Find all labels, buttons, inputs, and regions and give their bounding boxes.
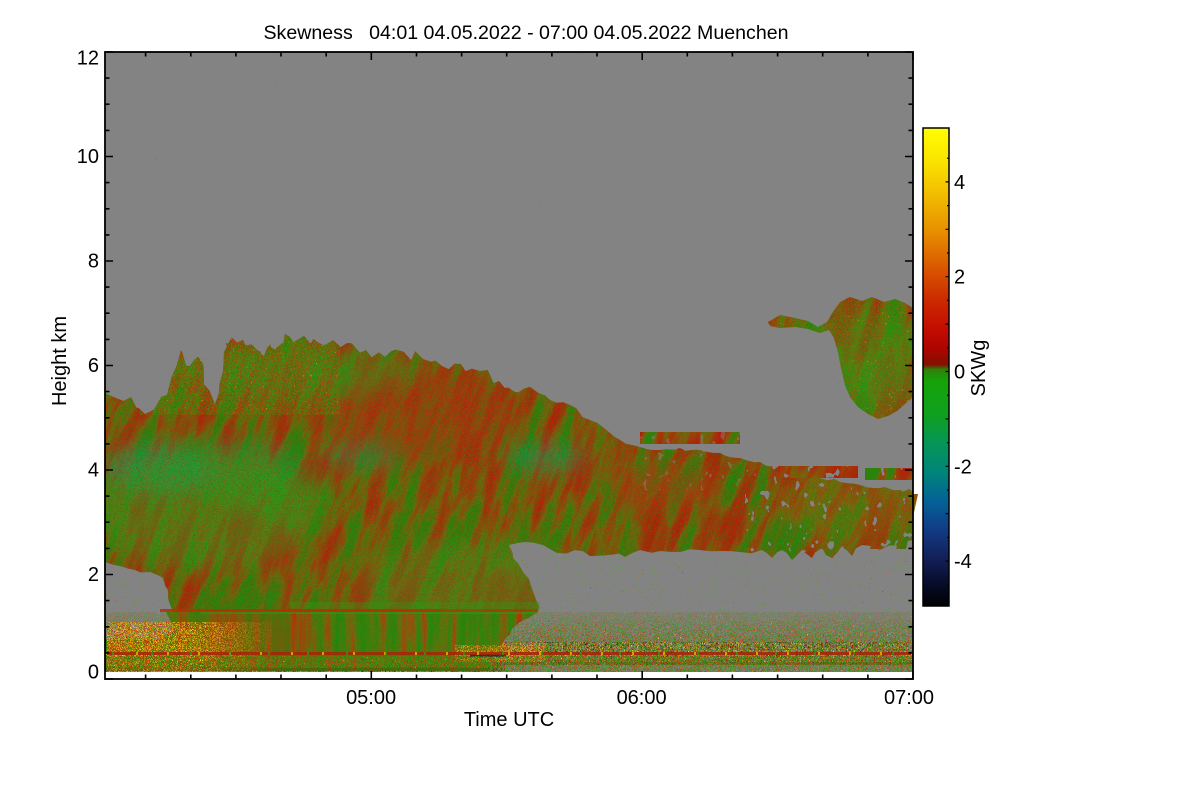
svg-text:Skewness 04:01 04.05.2022 -: Skewness 04:01 04.05.2022 - 07:00 04.05.… bbox=[263, 22, 788, 44]
svg-text:8: 8 bbox=[88, 251, 99, 273]
svg-text:-4: -4 bbox=[954, 551, 972, 573]
svg-text:12: 12 bbox=[77, 48, 99, 70]
svg-text:07:00: 07:00 bbox=[884, 687, 934, 709]
svg-text:4: 4 bbox=[954, 172, 965, 194]
svg-text:6: 6 bbox=[88, 355, 99, 377]
svg-text:2: 2 bbox=[954, 267, 965, 289]
svg-text:05:00: 05:00 bbox=[346, 687, 396, 709]
svg-text:0: 0 bbox=[88, 662, 99, 684]
svg-text:-2: -2 bbox=[954, 456, 972, 478]
svg-text:Time UTC: Time UTC bbox=[464, 709, 554, 731]
svg-text:Height km: Height km bbox=[49, 316, 71, 406]
svg-text:06:00: 06:00 bbox=[617, 687, 667, 709]
svg-text:0: 0 bbox=[954, 362, 965, 384]
svg-text:SKWg: SKWg bbox=[968, 340, 990, 397]
svg-text:4: 4 bbox=[88, 460, 99, 482]
svg-text:2: 2 bbox=[88, 564, 99, 586]
svg-text:10: 10 bbox=[77, 146, 99, 168]
